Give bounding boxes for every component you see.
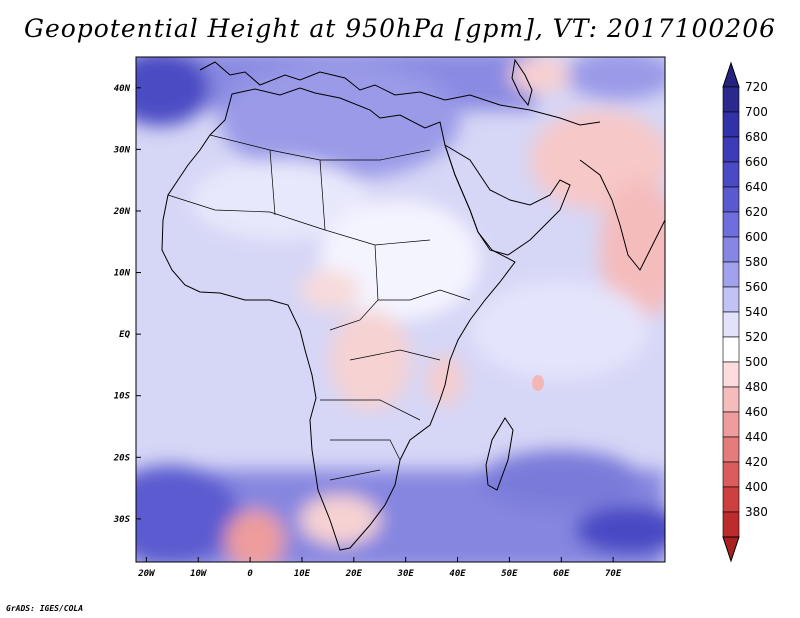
colorbar-label: 540 (745, 305, 768, 319)
country-borders (167, 134, 471, 481)
colorbar-swatch (722, 236, 740, 263)
y-tick-label: 10S (114, 392, 131, 402)
colorbar-swatch (722, 186, 740, 213)
axis-ticks: 20W 10W 0 10E 20E 30E 40E 50E 60E 70E 40N 30N 20N 10N… (113, 84, 622, 579)
x-tick-label: 30E (397, 569, 415, 579)
colorbar-label: 620 (745, 205, 768, 219)
colorbar-swatch (722, 161, 740, 188)
colorbar-swatch (722, 111, 740, 138)
colorbar-label: 480 (745, 380, 768, 394)
x-tick-label: 50E (501, 569, 518, 579)
field-sahara-pale (190, 160, 370, 240)
europe-coastline (199, 61, 601, 126)
x-tick-label: 10W (190, 569, 208, 579)
colorbar-swatch (722, 211, 740, 238)
x-tick-label: 0 (247, 569, 253, 579)
colorbar-label: 640 (745, 180, 768, 194)
field-southindian-high (575, 505, 665, 555)
colorbar-label: 400 (745, 480, 768, 494)
colorbar-label: 520 (745, 330, 768, 344)
colorbar-label: 500 (745, 355, 768, 369)
field-cameroon-low (300, 270, 360, 310)
x-tick-label: 20W (137, 569, 156, 579)
field-indianocean-pale (470, 280, 650, 380)
colorbar-swatch (722, 436, 740, 463)
arabia-coastline (444, 143, 571, 256)
colorbar-label: 580 (745, 255, 768, 269)
map-frame (135, 56, 666, 563)
colorbar: 720 700 680 660 640 620 600 580 560 540 520 500 480 4… (722, 61, 768, 563)
x-tick-label: 40E (449, 569, 466, 579)
y-tick-label: 30N (113, 145, 131, 155)
x-tick-label: 70E (605, 569, 622, 579)
height-field (136, 57, 665, 562)
colorbar-swatch (722, 486, 740, 513)
colorbar-swatch (722, 461, 740, 488)
colorbar-swatch (722, 361, 740, 388)
colorbar-label: 420 (745, 455, 768, 469)
y-tick-label: 30S (113, 515, 131, 525)
colorbar-label: 660 (745, 155, 768, 169)
field-congo-low (330, 310, 410, 410)
colorbar-swatch (722, 261, 740, 288)
field-caspian-low (510, 57, 570, 93)
grads-credit: GrADS: IGES/COLA (6, 604, 84, 613)
coastlines (161, 58, 665, 551)
colorbar-swatch (722, 86, 740, 113)
field-india-low (600, 180, 665, 320)
x-tick-label: 60E (553, 569, 570, 579)
field-iran-north (565, 57, 665, 100)
colorbar-top-cap (722, 61, 740, 88)
field-capesea-low (225, 510, 285, 562)
y-tick-label: EQ (119, 330, 130, 340)
colorbar-swatch (722, 311, 740, 338)
colorbar-swatch (722, 411, 740, 438)
map-title: Geopotential Height at 950hPa [gpm], VT:… (23, 14, 777, 43)
x-tick-label: 20E (345, 569, 363, 579)
colorbar-label: 440 (745, 430, 768, 444)
colorbar-label: 720 (745, 80, 768, 94)
field-lakes-low (427, 355, 463, 405)
field-southafrica-low (300, 495, 380, 545)
colorbar-swatch (722, 511, 740, 538)
colorbar-label: 460 (745, 405, 768, 419)
y-tick-label: 40N (114, 84, 131, 94)
field-mascarene-high (480, 450, 640, 510)
colorbar-swatch (722, 136, 740, 163)
y-tick-label: 10N (114, 269, 131, 279)
colorbar-swatch (722, 336, 740, 363)
africa-coastline (161, 87, 516, 551)
field-sahara-north (220, 60, 460, 180)
field-reunion-low (532, 375, 544, 391)
colorbar-label: 380 (745, 505, 768, 519)
y-tick-label: 20S (113, 453, 131, 463)
colorbar-label: 680 (745, 130, 768, 144)
colorbar-bottom-cap (722, 536, 740, 563)
colorbar-swatch (722, 286, 740, 313)
y-tick-label: 20N (113, 207, 131, 217)
field-northwest-high (136, 57, 210, 126)
x-tick-label: 10E (294, 569, 311, 579)
colorbar-label: 600 (745, 230, 768, 244)
colorbar-swatch (722, 386, 740, 413)
caspian-coastline (511, 58, 533, 107)
madagascar-coastline (485, 417, 514, 491)
colorbar-label: 700 (745, 105, 768, 119)
india-coastline (579, 159, 665, 271)
colorbar-label: 560 (745, 280, 768, 294)
field-southatlantic-high (136, 465, 240, 562)
